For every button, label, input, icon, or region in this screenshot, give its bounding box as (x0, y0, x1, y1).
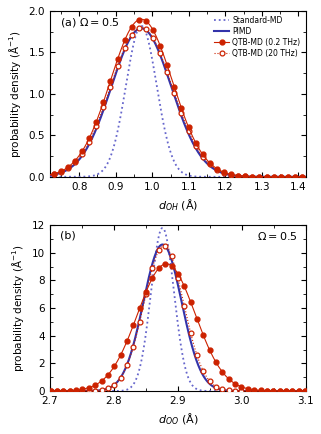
Text: (a) $\Omega = 0.5$: (a) $\Omega = 0.5$ (60, 16, 120, 29)
Legend: Standard-MD, PIMD, QTB-MD (0.2 THz), QTB-MD (20 THz): Standard-MD, PIMD, QTB-MD (0.2 THz), QTB… (213, 15, 302, 59)
Text: (b): (b) (60, 230, 76, 240)
X-axis label: $d_{OH}$ (Å): $d_{OH}$ (Å) (158, 197, 198, 213)
Y-axis label: probability density (Å$^{-1}$): probability density (Å$^{-1}$) (7, 30, 23, 158)
X-axis label: $d_{OO}$ (Å): $d_{OO}$ (Å) (158, 411, 198, 427)
Y-axis label: probability density (Å$^{-1}$): probability density (Å$^{-1}$) (10, 244, 26, 372)
Text: $\Omega = 0.5$: $\Omega = 0.5$ (257, 230, 298, 242)
